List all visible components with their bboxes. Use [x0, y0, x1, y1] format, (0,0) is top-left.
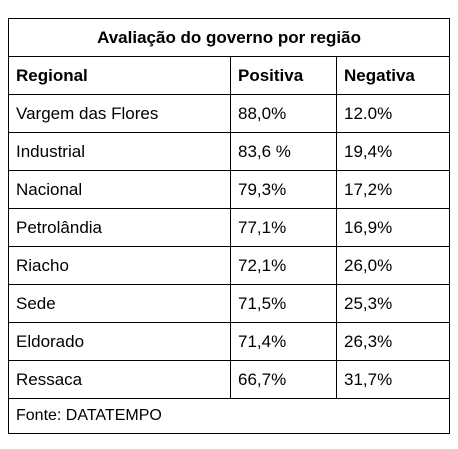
- region-cell: Eldorado: [8, 322, 231, 361]
- table-row: Nacional 79,3% 17,2%: [8, 170, 451, 209]
- title-row: Avaliação do governo por região: [7, 18, 451, 57]
- region-cell: Sede: [8, 284, 231, 323]
- table-body: Vargem das Flores 88,0% 12.0% Industrial 83,…: [8, 94, 451, 399]
- table-row: Vargem das Flores 88,0% 12.0%: [8, 94, 451, 133]
- footer-row: Fonte: DATATEMPO: [7, 398, 451, 434]
- value-cell: 19,4%: [335, 132, 451, 171]
- table: Avaliação do governo por região Regional…: [7, 18, 451, 434]
- table-row: Sede 71,5% 25,3%: [8, 284, 451, 323]
- table-title: Avaliação do governo por região: [7, 18, 451, 57]
- header-row: Regional Positiva Negativa: [8, 56, 451, 95]
- value-cell: 26,3%: [335, 322, 451, 361]
- header-cell: Negativa: [335, 56, 451, 95]
- region-cell: Vargem das Flores: [8, 94, 231, 133]
- value-cell: 71,5%: [230, 284, 337, 323]
- value-cell: 83,6 %: [230, 132, 337, 171]
- value-cell: 16,9%: [335, 208, 451, 247]
- value-cell: 31,7%: [335, 360, 451, 399]
- value-cell: 17,2%: [335, 170, 451, 209]
- region-cell: Ressaca: [8, 360, 231, 399]
- value-cell: 12.0%: [335, 94, 451, 133]
- table-row: Petrolândia 77,1% 16,9%: [8, 208, 451, 247]
- table-row: Ressaca 66,7% 31,7%: [8, 360, 451, 399]
- footer: Fonte: DATATEMPO: [7, 398, 451, 434]
- value-cell: 77,1%: [230, 208, 337, 247]
- region-cell: Nacional: [8, 170, 231, 209]
- header-cell: Regional: [8, 56, 231, 95]
- value-cell: 71,4%: [230, 322, 337, 361]
- value-cell: 66,7%: [230, 360, 337, 399]
- value-cell: 26,0%: [335, 246, 451, 285]
- region-cell: Riacho: [8, 246, 231, 285]
- value-cell: 25,3%: [335, 284, 451, 323]
- table-row: Riacho 72,1% 26,0%: [8, 246, 451, 285]
- value-cell: 79,3%: [230, 170, 337, 209]
- region-cell: Industrial: [8, 132, 231, 171]
- region-cell: Petrolândia: [8, 208, 231, 247]
- table-row: Eldorado 71,4% 26,3%: [8, 322, 451, 361]
- header-cell: Positiva: [230, 56, 337, 95]
- value-cell: 88,0%: [230, 94, 337, 133]
- table-row: Industrial 83,6 % 19,4%: [8, 132, 451, 171]
- value-cell: 72,1%: [230, 246, 337, 285]
